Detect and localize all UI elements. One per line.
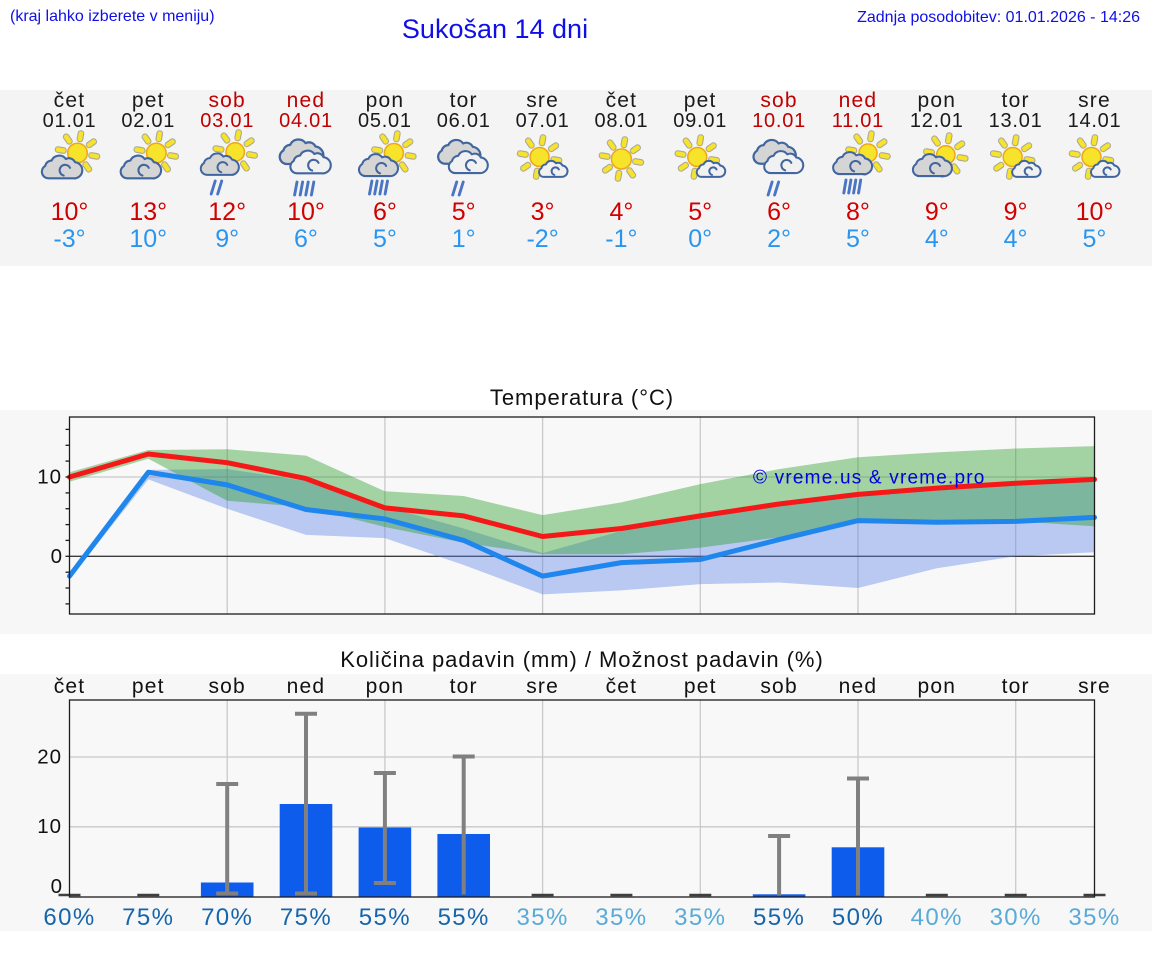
svg-text:55%: 55% <box>438 904 490 931</box>
svg-text:30%: 30% <box>990 904 1042 931</box>
svg-text:ned: ned <box>839 675 878 698</box>
svg-text:© vreme.us & vreme.pro: © vreme.us & vreme.pro <box>753 468 986 489</box>
svg-text:70%: 70% <box>201 904 253 931</box>
svg-text:35%: 35% <box>674 904 726 931</box>
svg-text:10: 10 <box>37 815 62 838</box>
svg-text:tor: tor <box>450 675 478 698</box>
svg-text:pon: pon <box>917 675 956 698</box>
svg-text:čet: čet <box>54 675 86 698</box>
svg-text:35%: 35% <box>595 904 647 931</box>
svg-text:Temperatura (°C): Temperatura (°C) <box>490 385 674 410</box>
svg-text:55%: 55% <box>753 904 805 931</box>
svg-text:sre: sre <box>1078 675 1111 698</box>
svg-text:tor: tor <box>1002 675 1030 698</box>
svg-text:sob: sob <box>760 675 797 698</box>
svg-text:40%: 40% <box>911 904 963 931</box>
svg-text:sob: sob <box>208 675 245 698</box>
svg-text:35%: 35% <box>516 904 568 931</box>
svg-text:35%: 35% <box>1068 904 1120 931</box>
svg-text:20: 20 <box>37 746 62 769</box>
svg-text:pet: pet <box>684 675 717 698</box>
svg-text:55%: 55% <box>359 904 411 931</box>
svg-text:50%: 50% <box>832 904 884 931</box>
svg-text:10: 10 <box>37 466 62 489</box>
svg-text:ned: ned <box>287 675 326 698</box>
svg-text:75%: 75% <box>122 904 174 931</box>
svg-text:pon: pon <box>366 675 405 698</box>
svg-text:Količina padavin (mm) / Možnos: Količina padavin (mm) / Možnost padavin … <box>340 647 823 672</box>
svg-text:0: 0 <box>51 545 62 568</box>
svg-text:0: 0 <box>51 875 62 898</box>
svg-text:75%: 75% <box>280 904 332 931</box>
svg-text:čet: čet <box>606 675 638 698</box>
svg-text:pet: pet <box>132 675 165 698</box>
svg-text:60%: 60% <box>43 904 95 931</box>
svg-text:sre: sre <box>526 675 559 698</box>
